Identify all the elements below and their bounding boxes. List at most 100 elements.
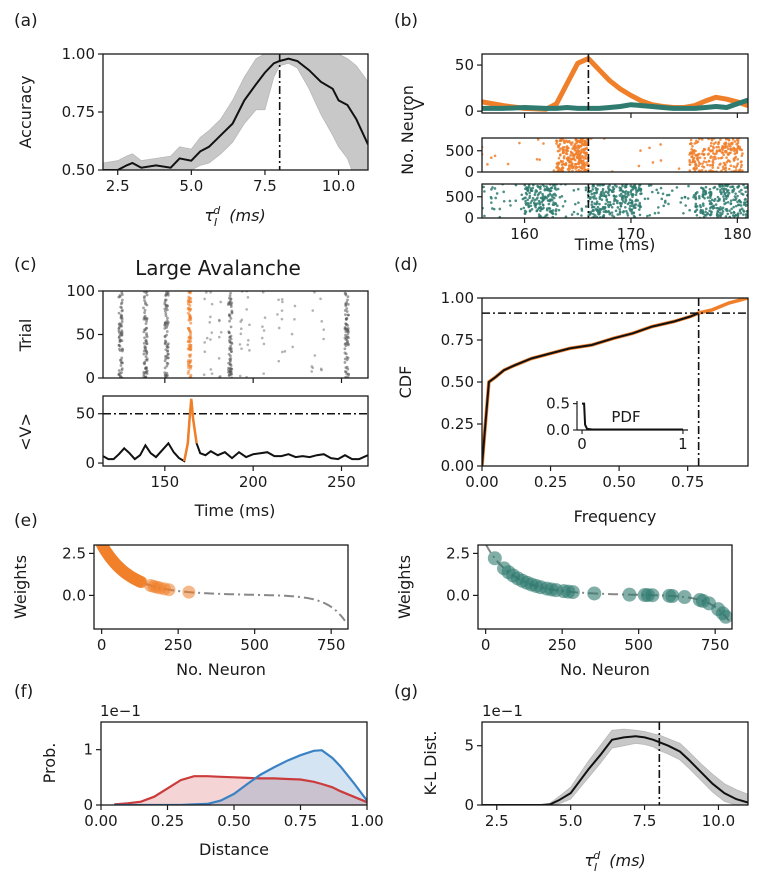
spike-point [539, 209, 542, 213]
x-axis-label: τId (ms) [584, 849, 645, 874]
spike-point [550, 186, 554, 190]
spike-point [493, 187, 497, 190]
spike-points [482, 138, 744, 172]
panel-label-d: (d) [394, 255, 418, 275]
x-tick-label: 0 [577, 435, 587, 453]
trial-spike [166, 350, 169, 353]
trial-spike-highlight [189, 321, 193, 325]
x-tick-label: 250 [164, 636, 193, 654]
spike-point [526, 187, 529, 191]
spike-point [561, 151, 565, 155]
spike-point [688, 163, 692, 166]
spike-point [486, 163, 489, 166]
spike-point [624, 199, 628, 202]
spike-point [738, 209, 742, 213]
spike-point [579, 139, 583, 143]
spike-point [541, 192, 544, 196]
panel-label-f: (f) [14, 682, 33, 702]
spike-point [736, 145, 740, 149]
y-tick-label: 0 [85, 369, 95, 387]
trial-spike [166, 291, 170, 295]
spike-point [524, 199, 527, 203]
spike-point [552, 169, 556, 172]
spike-point [568, 139, 571, 143]
panel-e-left: 0 250 500 750 0.0 2.5 [62, 544, 349, 654]
trial-spike [229, 344, 233, 348]
y-scale-label: 1e−1 [100, 702, 141, 720]
spike-point [680, 196, 684, 200]
spike-point [495, 192, 499, 195]
spike-point [560, 194, 564, 198]
spike-point [580, 164, 584, 168]
spike-point [571, 162, 574, 165]
spike-point [612, 190, 615, 193]
trial-spike [311, 309, 315, 312]
y-tick-label: 0.50 [62, 161, 95, 179]
trial-spike [229, 316, 233, 320]
trial-spikes [117, 291, 351, 378]
trial-spike [230, 309, 234, 313]
y-tick-label: 2.5 [446, 544, 470, 562]
spike-point [732, 187, 736, 191]
spike-point [715, 145, 718, 149]
spike-point [708, 187, 712, 191]
spike-point [616, 213, 620, 216]
spike-point [557, 156, 561, 160]
spike-point [633, 184, 637, 187]
axes-frame [481, 721, 749, 806]
trial-spike [276, 313, 279, 316]
spike-point [604, 190, 608, 194]
spike-point [683, 195, 687, 199]
spike-point [483, 214, 486, 218]
spike-point [622, 209, 626, 213]
spike-point [728, 209, 731, 213]
trial-spike [142, 330, 146, 334]
trial-spike [117, 329, 121, 333]
spike-point [490, 196, 493, 200]
spike-point [619, 204, 623, 208]
spike-point [529, 189, 533, 193]
spike-point [742, 209, 745, 212]
spike-point [539, 214, 542, 218]
trial-spike [261, 325, 264, 328]
spike-point [705, 160, 708, 164]
trial-spike [142, 306, 145, 310]
y-tick-label: 0.0 [546, 421, 570, 439]
trial-spike [120, 368, 124, 372]
x-tick-label: 7.5 [253, 177, 277, 195]
spike-point [710, 198, 714, 202]
spike-point [556, 162, 560, 166]
spike-point [719, 188, 722, 192]
trial-spike [227, 352, 231, 356]
x-tick-label: 160 [510, 225, 539, 243]
spike-point [697, 194, 701, 198]
avalanche-highlight-line [183, 398, 198, 462]
spike-point [725, 156, 728, 159]
trial-spike [117, 336, 121, 340]
spike-point [710, 138, 714, 142]
trial-spike [219, 300, 223, 304]
spike-point [569, 154, 572, 157]
spike-point [714, 203, 718, 206]
x-axis-label: τId (ms) [204, 204, 265, 229]
trial-spike-highlight [189, 343, 193, 347]
unit-label: (ms) [224, 206, 266, 225]
spike-point [605, 198, 609, 201]
spike-point [596, 205, 600, 209]
spike-point [494, 196, 497, 200]
spike-point [639, 189, 643, 192]
mean-v-line [103, 398, 368, 463]
trial-spike [290, 332, 294, 336]
trial-spike [347, 313, 350, 317]
spike-point [737, 203, 740, 207]
spike-point [491, 207, 494, 210]
spike-point [722, 195, 725, 198]
spike-point [547, 194, 550, 197]
x-tick-label: 750 [317, 636, 346, 654]
spike-point [646, 214, 649, 218]
spike-point [727, 142, 730, 146]
spike-point [675, 186, 679, 189]
spike-point [718, 197, 721, 201]
